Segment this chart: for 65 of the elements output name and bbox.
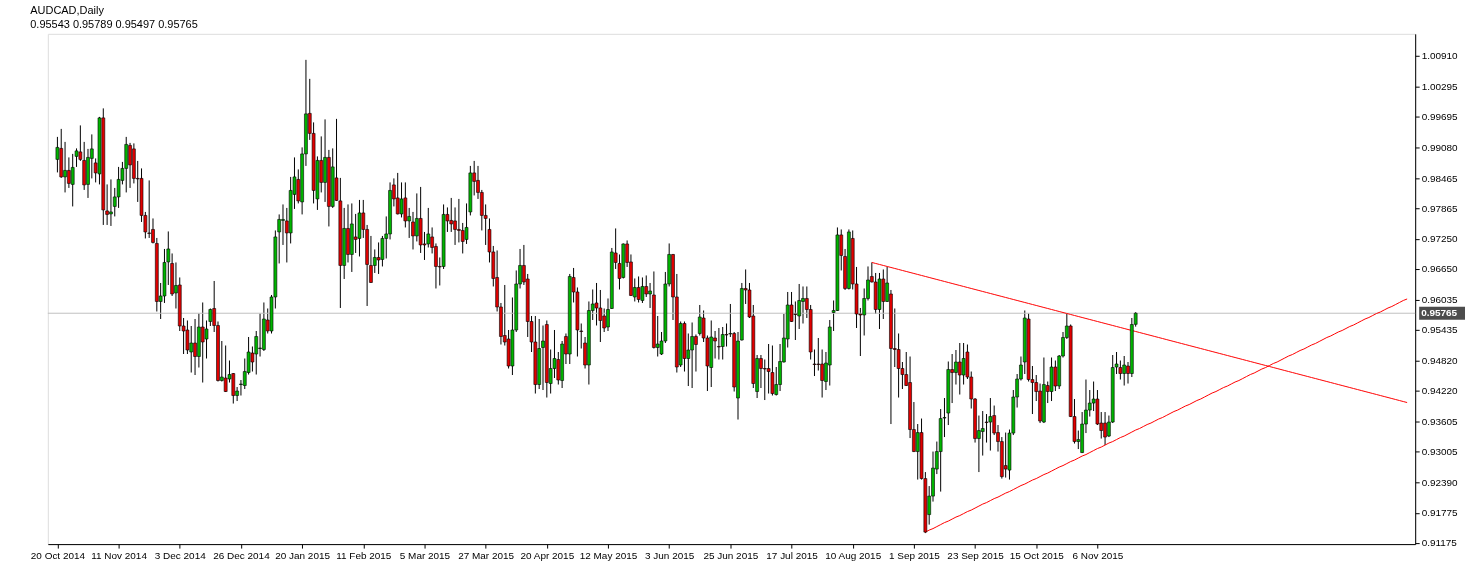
candlestick: [694, 334, 698, 373]
x-tick-label: 3 Jun 2015: [645, 549, 695, 561]
chart-title: AUDCAD,Daily: [30, 3, 105, 16]
y-tick-label: 0.97865: [1421, 202, 1459, 214]
y-tick-label: 0.97250: [1421, 233, 1459, 245]
y-tick-label: 0.98465: [1421, 172, 1459, 184]
x-tick-label: 20 Jan 2015: [275, 549, 331, 561]
candlestick: [770, 345, 775, 397]
y-tick-label: 0.92390: [1421, 476, 1459, 488]
candlestick: [881, 268, 886, 320]
x-tick-label: 6 Nov 2015: [1072, 549, 1124, 561]
y-tick-label: 0.94820: [1421, 355, 1459, 366]
chart-subtitle: 0.95543 0.95789 0.95497 0.95765: [30, 17, 198, 30]
candlestick: [70, 153, 75, 207]
candlestick: [109, 178, 113, 227]
candlestick: [690, 321, 694, 389]
candlestick: [640, 276, 645, 304]
candlestick: [147, 179, 151, 239]
candlestick: [636, 275, 641, 303]
candlestick: [720, 326, 725, 361]
x-tick-label: 20 Apr 2015: [520, 549, 575, 561]
x-tick-label: 3 Dec 2014: [154, 549, 207, 561]
y-tick-label: 0.96035: [1421, 294, 1459, 306]
candlestick: [957, 342, 962, 396]
x-tick-label: 26 Dec 2014: [213, 549, 271, 561]
x-tick-label: 23 Sep 2015: [947, 549, 1005, 561]
candlestick: [1103, 411, 1107, 446]
candlestick: [128, 142, 132, 189]
x-tick-label: 17 Jul 2015: [766, 549, 819, 561]
candlestick: [449, 197, 454, 233]
x-tick-label: 15 Oct 2015: [1009, 549, 1065, 561]
y-tick-label: 0.93005: [1421, 445, 1459, 457]
y-tick-label: 0.99695: [1421, 111, 1459, 123]
candlestick: [403, 181, 408, 228]
y-tick-label: 0.93605: [1421, 415, 1459, 427]
y-tick-label: 1.00295: [1421, 81, 1459, 93]
x-tick-label: 11 Nov 2014: [91, 549, 148, 561]
y-tick-label: 0.99080: [1421, 141, 1459, 153]
x-tick-label: 25 Jun 2015: [703, 549, 759, 561]
y-tick-label: 0.95435: [1421, 324, 1459, 336]
x-tick-label: 12 May 2015: [579, 549, 638, 561]
x-tick-label: 20 Oct 2014: [30, 549, 86, 561]
candlestick: [793, 300, 798, 341]
candlestick: [223, 345, 228, 393]
candlestick: [762, 359, 767, 401]
x-tick-label: 5 Mar 2015: [399, 549, 451, 561]
candlestick: [258, 312, 262, 358]
candlestick: [988, 397, 993, 452]
x-tick-label: 10 Aug 2015: [825, 549, 882, 561]
y-tick-label: 0.96650: [1421, 263, 1459, 275]
x-tick-label: 1 Sep 2015: [888, 549, 941, 561]
candlestick: [63, 141, 67, 193]
y-tick-label: 1.00910: [1421, 50, 1459, 62]
candlestick: [411, 211, 415, 250]
candlestick: [193, 318, 197, 376]
y-tick-label: 0.91775: [1421, 507, 1459, 519]
candlestick: [399, 181, 404, 218]
y-tick-label: 0.91175: [1421, 537, 1458, 549]
candlestick: [717, 327, 721, 361]
candlestick: [1122, 355, 1126, 387]
y-tick-label: 0.94220: [1421, 385, 1459, 397]
candlestick: [395, 172, 400, 215]
x-tick-label: 11 Feb 2015: [336, 549, 392, 561]
x-tick-label: 27 Mar 2015: [458, 549, 515, 561]
ref-line-label: 0.95765: [1421, 307, 1458, 319]
